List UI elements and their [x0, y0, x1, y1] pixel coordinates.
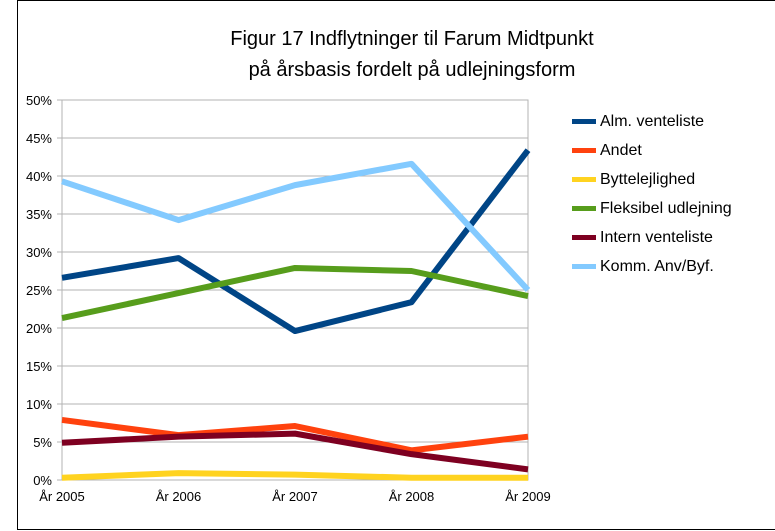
legend-label: Komm. Anv/Byf.	[600, 258, 714, 275]
line-series	[61, 416, 529, 454]
x-tick-label: År 2005	[39, 489, 85, 504]
legend-swatch	[572, 264, 596, 269]
x-tick-label: År 2006	[156, 489, 202, 504]
legend-swatch	[572, 148, 596, 153]
y-tick-label: 25%	[26, 283, 52, 298]
legend-item: Byttelejlighed	[572, 170, 740, 191]
chart-title: på årsbasis fordelt på udlejningsform	[249, 59, 576, 81]
x-tick-label: År 2008	[389, 489, 435, 504]
legend-swatch	[572, 235, 596, 240]
line-series	[61, 430, 529, 473]
legend-swatch	[572, 119, 596, 124]
legend-label: Andet	[600, 142, 642, 159]
line-series	[61, 264, 529, 322]
y-tick-label: 0%	[33, 473, 52, 488]
y-tick-label: 40%	[26, 169, 52, 184]
y-tick-label: 30%	[26, 245, 52, 260]
legend-item: Andet	[572, 141, 740, 162]
legend-item: Intern venteliste	[572, 228, 740, 249]
legend-label: Fleksibel udlejning	[600, 200, 732, 217]
legend-item: Alm. venteliste	[572, 112, 740, 133]
legend-item: Komm. Anv/Byf.	[572, 257, 740, 278]
legend-swatch	[572, 206, 596, 211]
line-series	[61, 148, 531, 335]
y-tick-label: 50%	[26, 93, 52, 108]
legend-label: Byttelejlighed	[600, 171, 696, 188]
chart-title: Figur 17 Indflytninger til Farum Midtpun…	[230, 28, 594, 50]
y-tick-label: 20%	[26, 321, 52, 336]
line-series	[61, 470, 528, 481]
x-tick-label: År 2009	[505, 489, 551, 504]
y-tick-label: 45%	[26, 131, 52, 146]
y-tick-label: 15%	[26, 359, 52, 374]
y-tick-label: 5%	[33, 435, 52, 450]
legend-label: Intern venteliste	[600, 229, 713, 246]
legend-label: Alm. venteliste	[600, 113, 705, 130]
x-tick-label: År 2007	[272, 489, 318, 504]
y-tick-label: 35%	[26, 207, 52, 222]
y-tick-label: 10%	[26, 397, 52, 412]
line-series	[61, 160, 531, 293]
legend-swatch	[572, 177, 596, 182]
legend: Alm. venteliste Andet Byttelejlighed Fleksi…	[572, 112, 740, 286]
legend-item: Fleksibel udlejning	[572, 199, 740, 220]
